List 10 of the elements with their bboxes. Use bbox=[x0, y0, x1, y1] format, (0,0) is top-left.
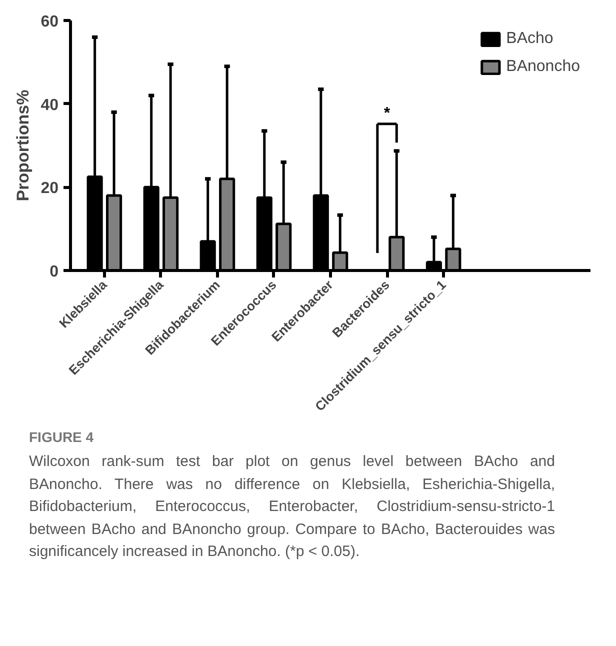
caption: FIGURE 4 bbox=[29, 428, 95, 447]
y-tick-label: 20 bbox=[40, 180, 59, 198]
y-tick-label: 0 bbox=[50, 264, 59, 280]
text: Wilcoxon rank-sum test bar plot on genus level between BAcho and BAnoncho. There was no difference on Klebsiella, Esherichia-Shigella, Bifidobacterium, Enterococcus, Enterobacter, Clostridium-sensu-stricto-1 between BAcho and BAnoncho group. Compare to BAcho, Bacterouides was significancely increased in BAnoncho. (*p < 0.05). bbox=[29, 452, 555, 562]
legend-label: BAnoncho bbox=[506, 58, 580, 76]
legend-label: BAcho bbox=[506, 30, 554, 48]
y-tick-label: 40 bbox=[40, 96, 59, 114]
y-axis-title: Proportions% bbox=[14, 90, 33, 202]
annotation: * bbox=[384, 104, 391, 122]
y-tick-label: 60 bbox=[40, 14, 59, 30]
